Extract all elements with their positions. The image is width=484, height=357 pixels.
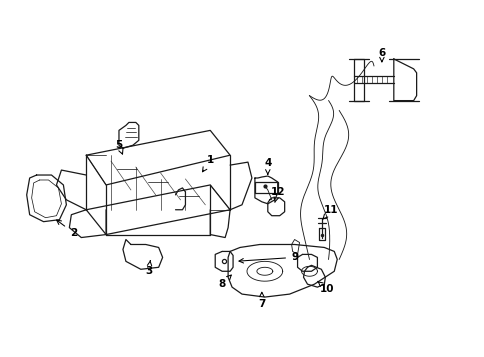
Text: 3: 3 [145,261,152,276]
Text: 5: 5 [115,140,122,154]
Text: 6: 6 [378,48,385,62]
Text: 2: 2 [57,220,77,237]
Text: 1: 1 [202,155,213,172]
Text: 9: 9 [239,252,298,263]
Text: 10: 10 [317,281,334,294]
Text: 12: 12 [270,187,285,202]
Text: 7: 7 [257,292,265,309]
Text: 11: 11 [322,205,338,220]
Text: 8: 8 [218,275,231,289]
Text: 4: 4 [264,158,271,174]
